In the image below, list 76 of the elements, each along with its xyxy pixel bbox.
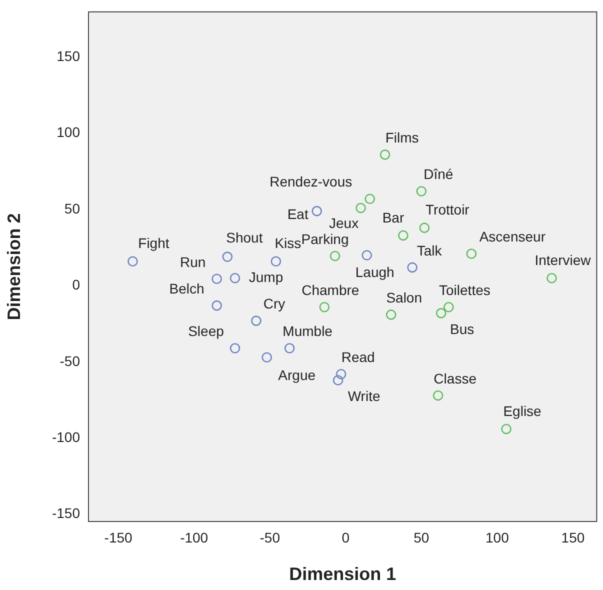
y-tick-label: -100 (52, 429, 80, 446)
annotation: Dîné (424, 166, 454, 182)
annotation: Laugh (355, 264, 394, 280)
annotation: Ascenseur (479, 228, 546, 245)
point (330, 250, 340, 262)
y-tick-label: -150 (52, 505, 80, 522)
annotation: Argue (278, 367, 316, 384)
annotation: Read (341, 349, 375, 366)
y-axis-title: Dimension 2 (4, 213, 24, 320)
y-tick-label: 50 (64, 200, 80, 216)
annotation: Toilettes (439, 282, 490, 298)
point (407, 262, 418, 273)
x-tick-label: 100 (486, 529, 510, 546)
annotation: Belch (169, 280, 204, 296)
x-tick-label: -150 (104, 529, 133, 546)
annotation: Bus (450, 321, 474, 338)
point (364, 194, 376, 204)
point (419, 222, 430, 233)
point (270, 256, 282, 267)
point (251, 316, 262, 326)
annotation: Classe (434, 370, 477, 386)
point (312, 206, 322, 216)
y-tick-label: 100 (56, 124, 80, 140)
x-tick-label: 50 (414, 529, 430, 546)
annotation: Kiss (274, 235, 302, 252)
x-tick-label: 150 (561, 529, 585, 546)
point (416, 186, 427, 196)
annotation: Cry (263, 296, 286, 312)
point (128, 256, 138, 267)
annotation: Films (385, 130, 419, 146)
x-axis-title: Dimension 1 (289, 564, 396, 584)
point (466, 248, 477, 259)
annotation: Write (348, 388, 380, 404)
annotation: Talk (416, 242, 443, 258)
point (362, 250, 372, 260)
point (432, 390, 444, 401)
y-tick-label: 150 (56, 48, 80, 64)
x-tick-label: -50 (260, 529, 280, 546)
annotation: Mumble (282, 323, 333, 340)
annotation: Jeux (328, 214, 359, 231)
annotation: Parking (301, 230, 349, 247)
annotation: Chambre (302, 282, 360, 298)
annotation: Rendez-vous (270, 174, 352, 190)
point (230, 272, 240, 284)
point (380, 150, 390, 160)
annotation: Interview (534, 252, 592, 268)
point (262, 352, 272, 363)
annotation: Sleep (188, 323, 224, 340)
annotation: Eat (287, 206, 308, 222)
point (444, 302, 454, 312)
annotation: Bar (382, 209, 404, 226)
point (436, 308, 446, 318)
y-tick-label: -50 (60, 352, 80, 369)
annotation: Salon (386, 290, 422, 306)
annotation: Jump (248, 268, 284, 285)
point (284, 343, 295, 354)
x-tick-label: 0 (342, 529, 350, 546)
annotation: Eglise (503, 402, 542, 419)
point (332, 375, 344, 386)
annotation: Trottoir (426, 202, 470, 218)
point (230, 343, 240, 354)
y-tick-label: 0 (72, 276, 80, 293)
x-tick-label: -100 (180, 529, 208, 546)
point (398, 230, 408, 241)
point (336, 369, 346, 380)
point (546, 272, 557, 284)
point (212, 274, 222, 284)
point (222, 252, 233, 262)
annotation: Shout (226, 230, 263, 246)
annotation: Fight (138, 235, 170, 252)
point (356, 202, 366, 214)
annotation: Run (180, 254, 206, 270)
point (501, 424, 512, 434)
point (319, 302, 330, 312)
point (212, 300, 222, 311)
point (386, 310, 396, 320)
